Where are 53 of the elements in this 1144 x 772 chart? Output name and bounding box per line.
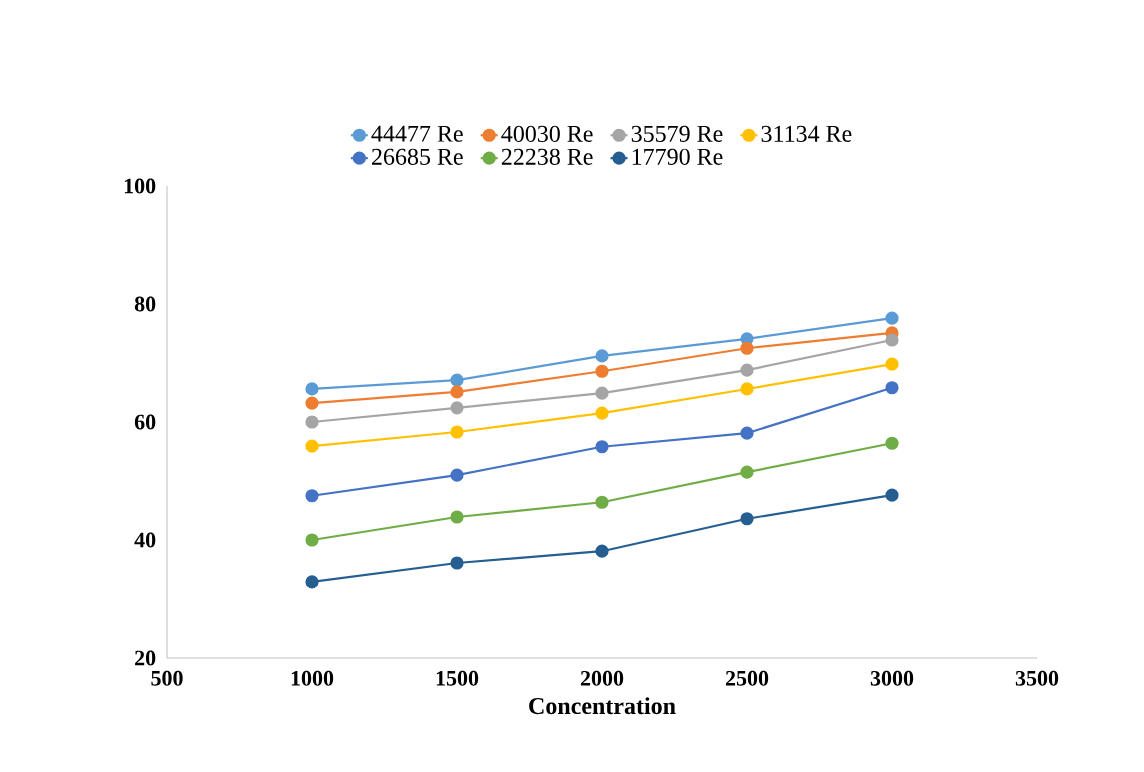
point <box>885 381 899 395</box>
x-tick-label: 2500 <box>725 670 769 686</box>
x-tick-label: 1000 <box>291 670 334 686</box>
y-tick-label: 100 <box>124 178 156 194</box>
point <box>885 311 899 325</box>
y-tick-label: 20 <box>135 650 156 666</box>
x-tick-label: 3000 <box>870 670 914 686</box>
point <box>595 406 609 420</box>
point <box>450 401 464 415</box>
point <box>305 575 319 589</box>
point <box>450 373 464 387</box>
point <box>740 341 754 355</box>
point <box>305 396 319 410</box>
point <box>595 440 609 454</box>
x-axis-title: Concentration <box>529 697 676 715</box>
legend-label: 31134 Re <box>761 125 852 142</box>
point <box>595 495 609 509</box>
point <box>305 533 319 547</box>
point <box>305 439 319 453</box>
point <box>885 357 899 371</box>
point <box>595 349 609 363</box>
point <box>885 333 899 347</box>
point <box>740 512 754 526</box>
point <box>595 386 609 400</box>
legend-label: 22238 Re <box>501 148 593 165</box>
legend-label: 17790 Re <box>632 148 723 165</box>
point <box>740 426 754 440</box>
legend-label: 40030 Re <box>501 125 593 142</box>
x-tick-label: 500 <box>151 670 183 686</box>
x-tick-label: 3500 <box>1015 670 1059 686</box>
point <box>885 488 899 502</box>
point <box>450 425 464 439</box>
point <box>885 436 899 450</box>
point <box>740 382 754 396</box>
point <box>595 544 609 558</box>
legend-label: 44477 Re <box>371 125 463 142</box>
y-tick-label: 60 <box>134 414 156 430</box>
x-tick-label: 2000 <box>580 670 624 686</box>
point <box>305 382 319 396</box>
legend-label: 35579 Re <box>631 125 723 142</box>
point <box>450 468 464 482</box>
point <box>450 556 464 570</box>
point <box>450 385 464 399</box>
point <box>740 465 754 479</box>
y-tick-label: 40 <box>134 532 156 548</box>
point <box>450 510 464 524</box>
point <box>305 415 319 429</box>
legend-label: 26685 Re <box>372 148 463 165</box>
point <box>305 489 319 503</box>
point <box>595 364 609 378</box>
x-tick-label: 1500 <box>436 670 479 686</box>
point <box>740 363 754 377</box>
y-tick-label: 80 <box>134 296 156 312</box>
